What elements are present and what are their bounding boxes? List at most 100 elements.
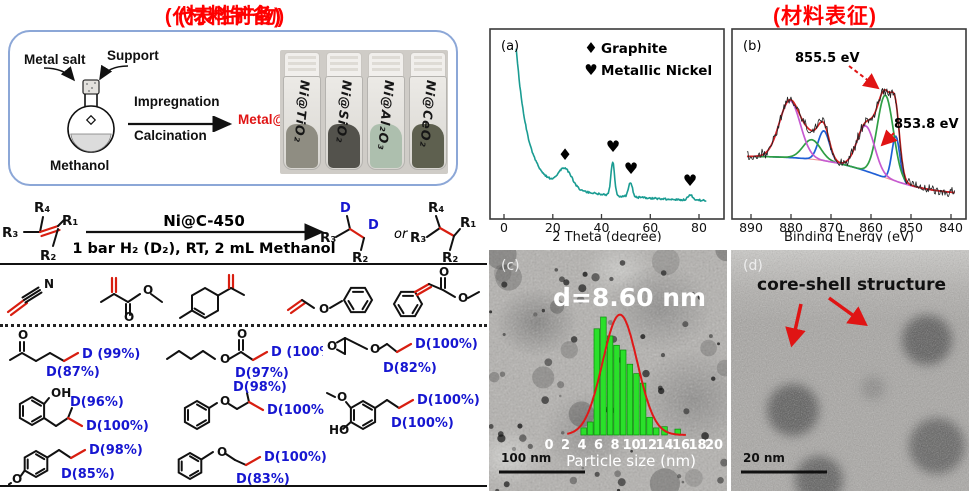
panel-a-tag: (a) xyxy=(501,39,519,54)
prep-reaction-arrow xyxy=(128,116,233,132)
molecule-product-7: O D(98%) D(85%) xyxy=(8,443,143,486)
molecule-product-5: O D(98%) D(100%) xyxy=(183,381,325,431)
yield-bottom: D(100%) xyxy=(391,416,454,431)
vial-ni-tio2: Ni@TiO₂ xyxy=(283,52,321,170)
product2-r3: R₃ xyxy=(410,230,426,246)
molecule-acrylonitrile: N xyxy=(6,277,54,317)
peak-marker-ni111-icon: ♥ xyxy=(606,137,620,156)
molecule-product-8: O D(100%) D(83%) xyxy=(177,445,327,486)
panel-d-tag: (d) xyxy=(743,258,763,274)
atom-label: O xyxy=(327,339,337,353)
gaussian-fit-curve xyxy=(567,313,687,436)
legend-nickel-label: Metallic Nickel xyxy=(601,63,712,79)
product2-r2: R₂ xyxy=(442,250,458,264)
svg-text:16: 16 xyxy=(672,438,690,453)
divider-dotted xyxy=(0,324,487,327)
product2-r4: R₄ xyxy=(428,200,444,216)
svg-text:0: 0 xyxy=(544,438,553,453)
molecule-methyl-cinnamate: O O xyxy=(392,266,480,318)
annotation-arrow-8538 xyxy=(880,129,898,147)
atom-label: HO xyxy=(329,423,349,437)
atom-label: O xyxy=(439,266,449,279)
metal-salt-label: Metal salt xyxy=(24,52,86,67)
tick-label: 60 xyxy=(642,220,658,235)
xps-annotation-8538: 853.8 eV xyxy=(894,117,959,132)
svg-text:8: 8 xyxy=(610,438,619,453)
svg-text:10: 10 xyxy=(622,438,640,453)
yield-top: D (99%) xyxy=(82,347,140,362)
atom-label: O xyxy=(220,352,230,366)
svg-text:12: 12 xyxy=(639,438,657,453)
legend-nickel-icon: ♥ xyxy=(584,61,597,79)
atom-label: O xyxy=(337,390,347,404)
tick-label: 850 xyxy=(899,220,923,235)
peak-marker-graphite-icon: ♦ xyxy=(558,145,572,164)
histogram-x-label: Particle size (nm) xyxy=(566,452,696,470)
atom-label: O xyxy=(319,302,329,316)
impregnation-label: Impregnation xyxy=(134,94,220,109)
tick-label: 870 xyxy=(819,220,843,235)
molecule-product-2: O O D (100%) D(97%) xyxy=(166,329,323,379)
conditions-label: 1 bar H₂ (D₂), RT, 2 mL Methanol xyxy=(72,241,335,257)
core-shell-arrow-left xyxy=(785,303,806,348)
svg-text:2: 2 xyxy=(561,438,570,453)
support-label: Support xyxy=(107,48,159,63)
annotation-arrow-8555 xyxy=(848,65,880,90)
yield-bottom: D(100%) xyxy=(267,403,325,418)
catalyst-label: Ni@C-450 xyxy=(163,212,245,230)
x-axis-ticks xyxy=(503,214,700,219)
metal-salt-arrow xyxy=(43,66,76,82)
tick-label: 80 xyxy=(691,220,707,235)
legend-graphite-label: Graphite xyxy=(601,41,667,57)
yield-bottom: D(97%) xyxy=(235,366,289,379)
molecule-product-3: O O D(100%) D(82%) xyxy=(327,337,478,376)
product1-r2: R₂ xyxy=(352,250,368,264)
yield-bottom: D(85%) xyxy=(61,467,115,482)
reactant-r3: R₃ xyxy=(2,225,18,241)
yield-top: D(96%) xyxy=(70,395,124,410)
tick-label: 890 xyxy=(739,220,763,235)
or-label: or xyxy=(394,227,409,242)
svg-text:4: 4 xyxy=(577,438,586,453)
product1-r3: R₃ xyxy=(320,230,336,246)
reaction-scheme: R₄ R₃ R₁ R₂ Ni@C-450 1 bar H₂ (D₂), RT, … xyxy=(2,200,476,264)
xps-annotation-8555: 855.5 eV xyxy=(795,51,860,66)
yield-top: D(100%) xyxy=(415,337,478,352)
atom-label: N xyxy=(44,277,54,291)
peak-marker-ni220-icon: ♥ xyxy=(683,171,697,190)
tem-overlay: (c) d=8.60 nm 0 2 4 6 8 10 12 14 16 18 2… xyxy=(489,250,727,491)
prep-panel: Metal salt Support Methanol Impregnation… xyxy=(8,30,458,186)
yield-bottom: D(100%) xyxy=(86,419,149,434)
xrd-panel: (a) ♦ Graphite ♥ Metallic Nickel ♦ ♥ ♥ ♥… xyxy=(489,28,725,242)
methanol-label: Methanol xyxy=(50,158,110,173)
substrates-row: N O O O xyxy=(6,266,480,322)
svg-text:18: 18 xyxy=(688,438,706,453)
atom-label: O xyxy=(143,283,153,297)
xps-curves xyxy=(746,88,956,197)
core-shell-label: core-shell structure xyxy=(757,275,946,295)
histogram-ticks: 0 2 4 6 8 10 12 14 16 18 20 xyxy=(544,438,723,453)
product2-r1: R₁ xyxy=(460,215,476,231)
product1-d-top: D xyxy=(340,201,351,216)
vial-ni-ceo2: Ni@CeO₂ xyxy=(409,52,447,170)
products-section-title: (代表性产物) xyxy=(164,6,286,28)
yield-bottom: D(82%) xyxy=(383,361,437,376)
x-axis-ticks xyxy=(750,214,952,219)
svg-text:14: 14 xyxy=(655,438,673,453)
tick-label: 0 xyxy=(500,220,508,235)
svg-text:20: 20 xyxy=(705,438,723,453)
yield-bottom: D(87%) xyxy=(46,365,100,379)
prep-section-title: (材料制备) xyxy=(178,5,282,28)
hrtem-image: (d) core-shell structure 20 nm xyxy=(731,250,969,491)
flask-stopper-icon xyxy=(82,79,100,95)
atom-label: O xyxy=(370,342,380,356)
divider-bottom xyxy=(0,485,487,487)
atom-label: O xyxy=(18,329,28,342)
atom-label: O xyxy=(220,394,230,408)
support-arrow xyxy=(99,64,129,81)
yield-bottom: D(83%) xyxy=(236,472,290,486)
molecule-product-1: O D (99%) D(87%) xyxy=(9,329,140,379)
tick-label: 840 xyxy=(939,220,963,235)
tick-label: 860 xyxy=(859,220,883,235)
